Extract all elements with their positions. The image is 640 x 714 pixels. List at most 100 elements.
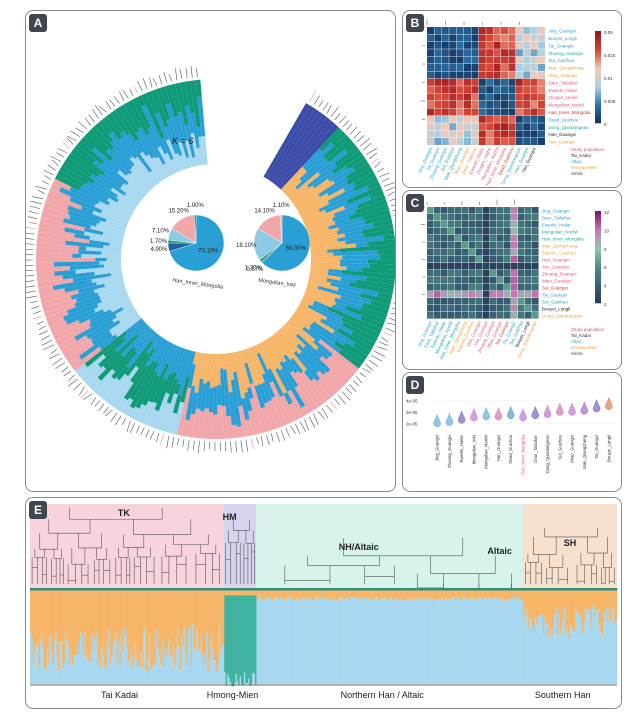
colorbar-step <box>595 54 601 57</box>
ring-segment <box>345 305 386 325</box>
admixture-bar <box>292 590 295 601</box>
ring-segment <box>45 310 69 323</box>
admixture-bar <box>568 638 570 684</box>
ring-segment <box>180 376 190 403</box>
admixture-bar <box>169 655 172 684</box>
ring-segment <box>338 349 362 369</box>
admixture-bar <box>32 664 35 684</box>
admixture-bar <box>194 590 197 649</box>
heatmap-cell <box>525 242 532 249</box>
admixture-bar <box>386 600 389 684</box>
admixture-bar <box>492 588 495 591</box>
heatmap-cell <box>486 101 494 108</box>
admixture-bar <box>572 630 574 684</box>
admixture-bar <box>431 601 433 684</box>
admixture-bar <box>397 600 400 684</box>
admixture-bar <box>162 667 165 684</box>
admixture-bar <box>132 588 134 591</box>
ring-segment <box>318 127 343 152</box>
admixture-bar <box>278 599 281 684</box>
heatmap-cell <box>490 228 497 235</box>
ring-segment <box>258 342 288 395</box>
heatmap-cell <box>469 291 476 298</box>
ring-segment <box>143 401 157 426</box>
heatmap-cell <box>530 78 538 86</box>
heatmap-cell <box>464 101 471 108</box>
admixture-bar <box>598 625 601 684</box>
admixture-bar <box>306 600 309 684</box>
ring-segment <box>59 165 89 185</box>
ring-segment <box>89 236 123 245</box>
heatmap-cell <box>455 249 462 256</box>
colorbar-step <box>595 120 601 124</box>
admixture-bar <box>111 590 113 657</box>
admixture-bar <box>106 590 109 644</box>
admixture-bar <box>507 590 510 601</box>
row-label: Tai_Guangxi <box>542 292 567 297</box>
heatmap-cell <box>508 49 516 57</box>
heatmap-cell <box>515 71 523 79</box>
admixture-bar <box>562 620 565 684</box>
colorbar-step <box>595 240 601 244</box>
heatmap-cell <box>490 242 497 249</box>
admixture-bar <box>572 590 574 631</box>
row-label: Mongolian_NortM <box>548 103 584 108</box>
clade-band <box>255 504 524 588</box>
admixture-bar <box>201 590 204 658</box>
heatmap-cell <box>441 27 449 34</box>
admixture-bar <box>112 645 115 684</box>
heatmap-cell <box>462 207 469 214</box>
sample-name-tick <box>342 120 350 128</box>
colorbar-step <box>595 293 601 297</box>
ring-segment <box>319 356 349 385</box>
ring-segment <box>340 262 371 269</box>
sample-name-tick <box>26 238 35 240</box>
ring-segment <box>81 254 122 259</box>
ring-segment <box>135 131 155 159</box>
ring-segment <box>92 210 128 227</box>
colorbar-step <box>595 257 601 260</box>
admixture-bar <box>554 614 556 684</box>
admixture-bar <box>81 590 84 637</box>
admixture-bar <box>122 588 124 591</box>
ring-segment <box>341 316 380 339</box>
admixture-bar <box>291 590 294 599</box>
admixture-bar <box>452 590 454 597</box>
heatmap-cell <box>434 56 442 64</box>
heatmap-cell <box>538 64 545 71</box>
ring-segment <box>309 272 342 281</box>
admixture-bar <box>555 588 558 591</box>
sample-name-tick <box>83 393 93 400</box>
admixture-bar <box>424 588 426 591</box>
admixture-bar <box>534 590 537 618</box>
admixture-bar <box>98 590 101 659</box>
admixture-bar <box>466 588 468 591</box>
admixture-bar <box>580 618 583 684</box>
ring-segment <box>70 148 105 176</box>
heatmap-cell <box>504 263 511 270</box>
row-label: Zhuang_Guangxi <box>548 51 583 56</box>
admixture-bar <box>394 588 397 591</box>
heatmap-cell <box>532 312 539 319</box>
heatmap-cell <box>518 221 525 228</box>
ring-segment <box>339 259 368 264</box>
sample-name-tick <box>66 135 77 141</box>
row-label: Bouyei_Longli <box>542 306 570 311</box>
ring-segment <box>110 271 123 277</box>
admixture-bar <box>285 588 288 591</box>
heatmap-cell <box>508 108 516 116</box>
admixture-bar <box>552 588 555 591</box>
admixture-bar <box>81 636 84 684</box>
admixture-bar <box>222 646 225 684</box>
admixture-bar <box>73 590 76 656</box>
admixture-bar <box>502 588 505 591</box>
heatmap-cell <box>486 34 494 42</box>
admixture-bar <box>148 590 151 635</box>
admixture-bar <box>477 590 479 597</box>
admixture-bar <box>169 590 172 656</box>
admixture-bar <box>464 590 467 599</box>
ring-segment <box>185 80 195 114</box>
ring-segment <box>325 317 354 336</box>
ring-segment <box>286 187 298 198</box>
legend-entry: Altaic <box>571 339 583 344</box>
